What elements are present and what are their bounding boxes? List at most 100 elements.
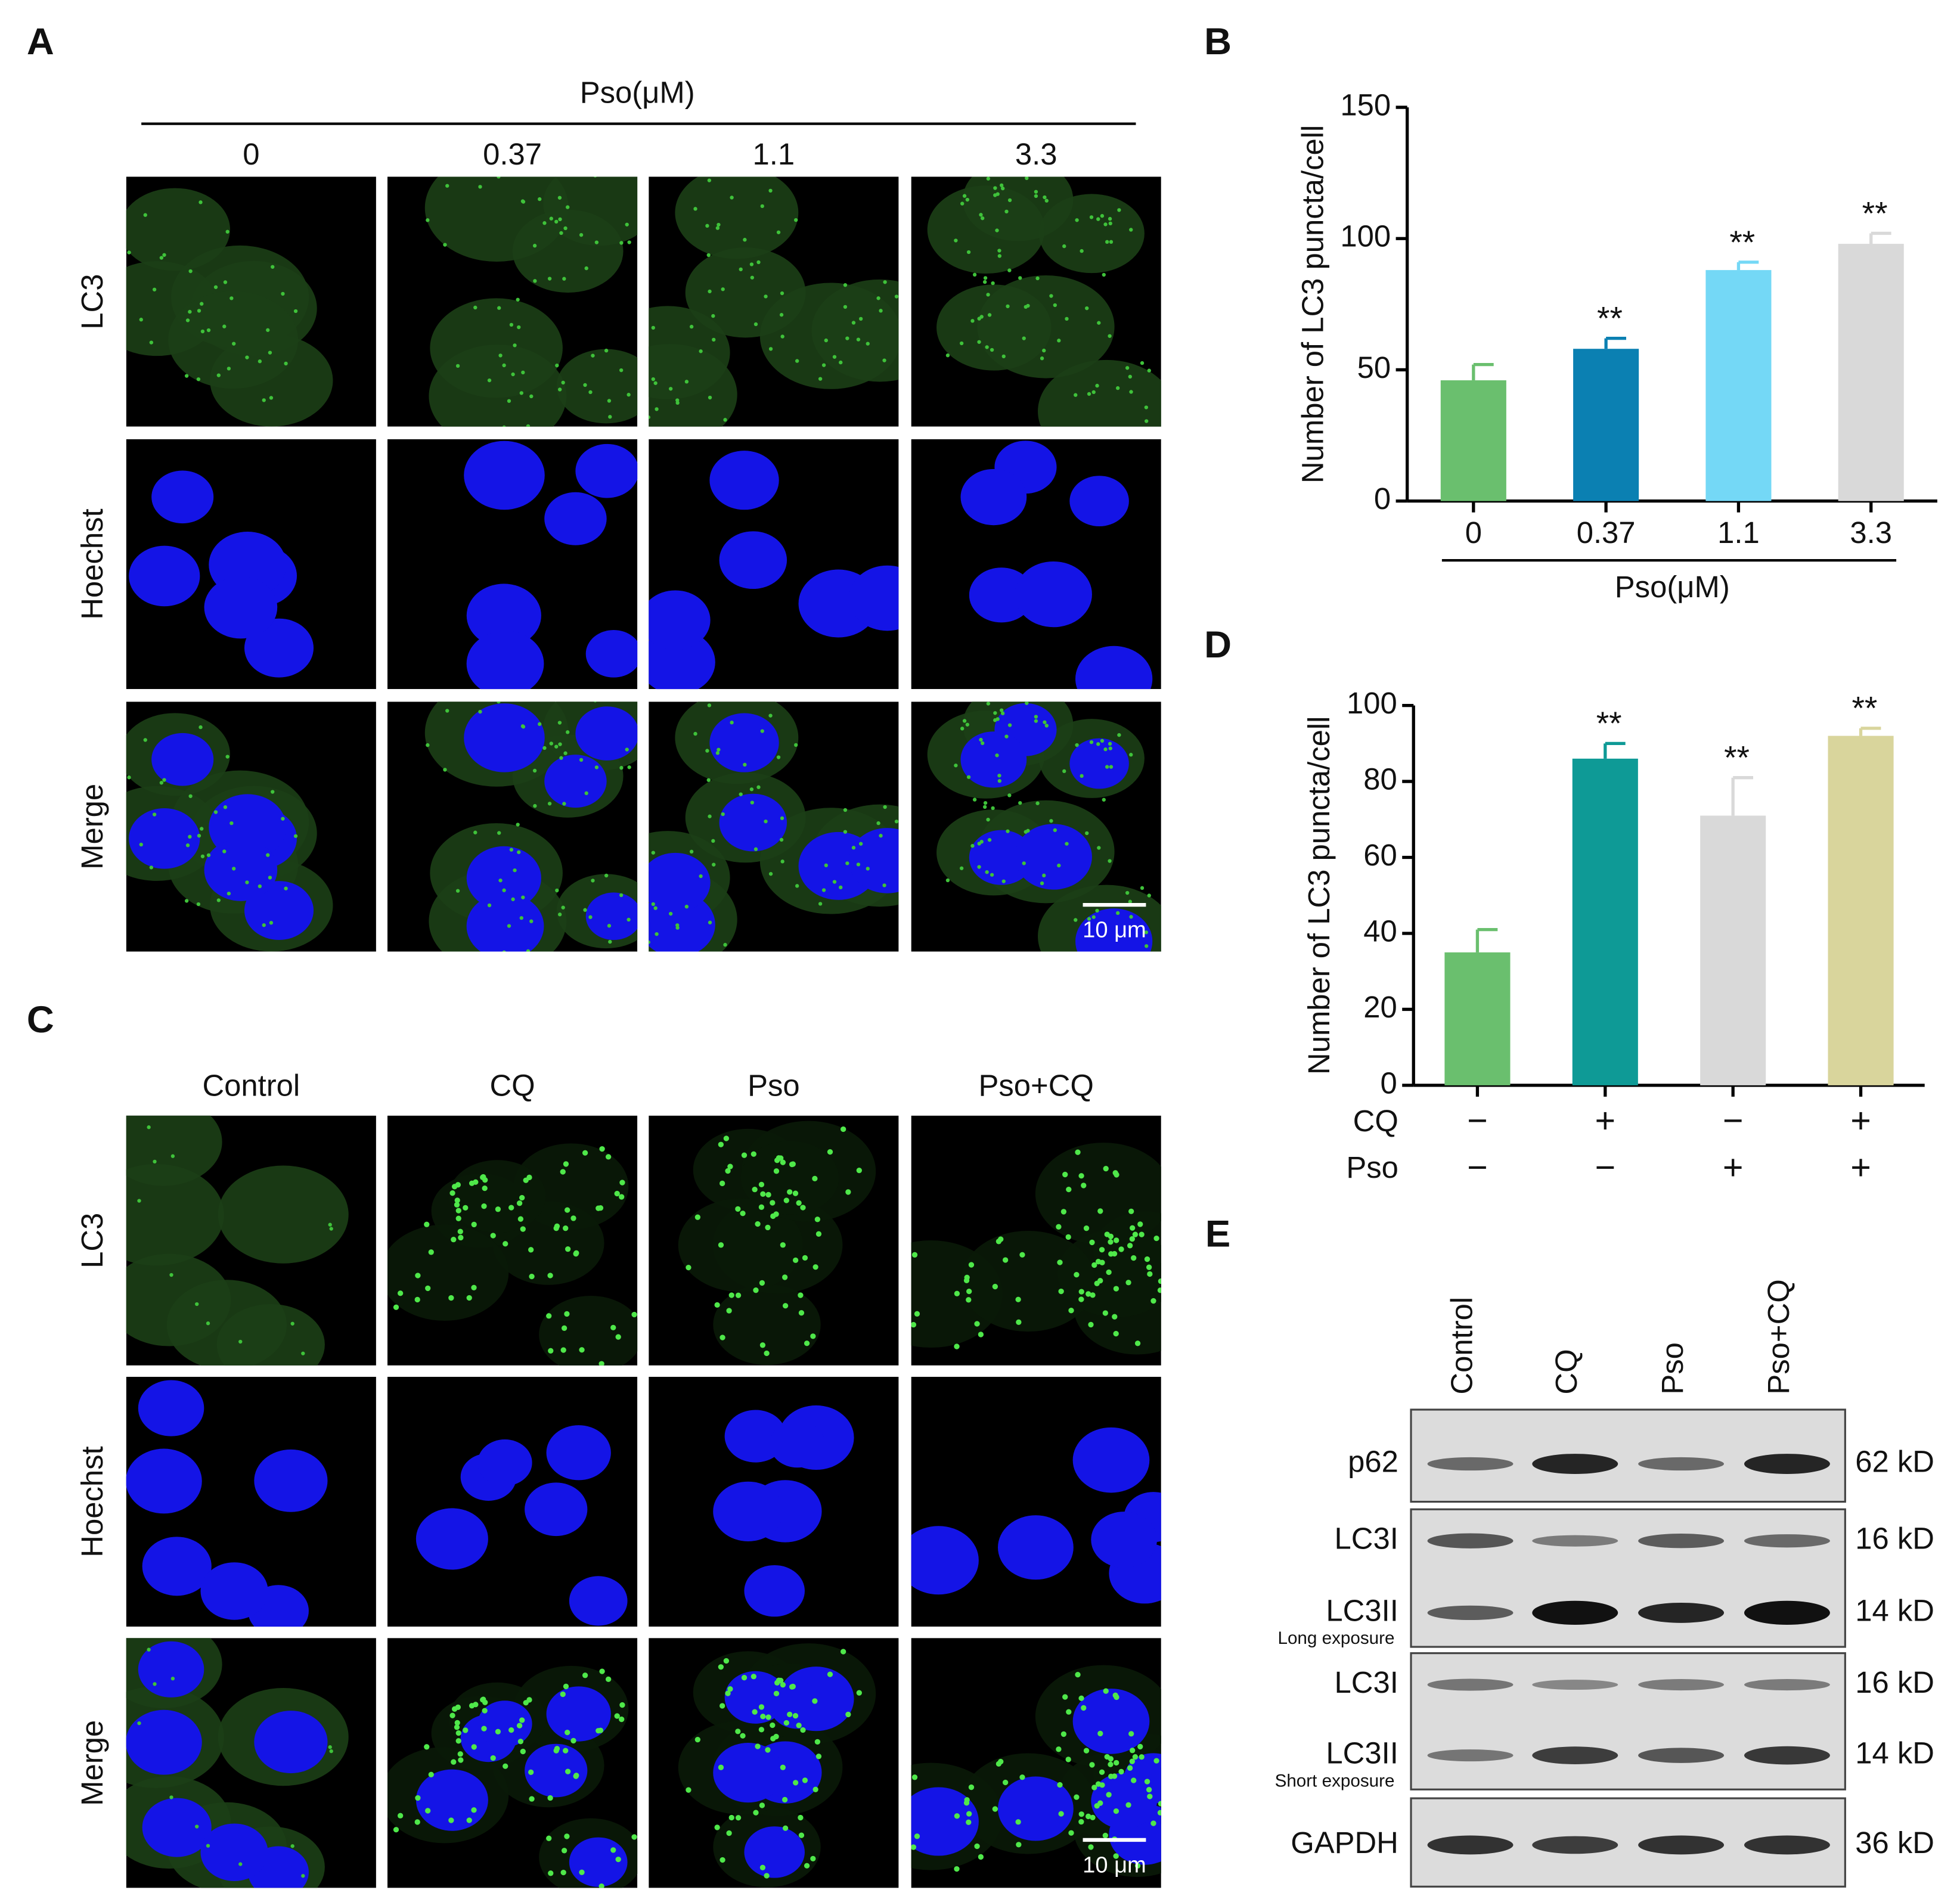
puncta	[554, 744, 559, 749]
puncta	[792, 1780, 799, 1786]
puncta	[768, 188, 773, 193]
protein-label: GAPDH	[1291, 1826, 1398, 1860]
puncta	[711, 839, 715, 843]
puncta	[513, 343, 517, 347]
puncta	[1147, 893, 1151, 898]
puncta	[770, 1722, 776, 1728]
puncta	[723, 1135, 730, 1141]
puncta	[1056, 1746, 1062, 1752]
puncta	[749, 262, 754, 266]
cytoplasm	[166, 1280, 287, 1366]
puncta	[533, 279, 537, 283]
puncta	[1102, 272, 1106, 277]
nucleus	[1075, 646, 1153, 690]
puncta	[185, 843, 190, 848]
puncta	[1192, 1250, 1197, 1255]
puncta	[1066, 1709, 1072, 1715]
micrograph	[911, 176, 1161, 427]
significance: **	[1862, 194, 1888, 231]
puncta	[455, 1730, 461, 1736]
puncta	[760, 1714, 766, 1720]
puncta	[1100, 214, 1105, 218]
puncta	[974, 1321, 980, 1327]
puncta	[1132, 1231, 1139, 1237]
puncta	[675, 398, 680, 402]
puncta	[111, 832, 114, 836]
puncta	[693, 731, 697, 736]
cytoplasm	[678, 1198, 803, 1292]
nucleus	[477, 1700, 532, 1748]
bar	[1700, 815, 1766, 1085]
puncta	[482, 1185, 488, 1191]
puncta	[170, 1154, 175, 1158]
puncta	[765, 1747, 771, 1753]
puncta	[517, 1216, 524, 1222]
puncta	[962, 719, 967, 723]
puncta	[528, 1247, 534, 1253]
puncta	[1132, 1754, 1139, 1760]
puncta	[508, 1205, 514, 1211]
puncta	[723, 418, 727, 422]
puncta	[445, 184, 449, 188]
scale-bar-label: 10 μm	[1083, 918, 1146, 943]
puncta	[760, 1191, 766, 1197]
cytoplasm	[218, 1165, 349, 1264]
puncta	[262, 398, 266, 402]
micrograph	[911, 1376, 1161, 1627]
nucleus	[1072, 1689, 1150, 1754]
puncta	[1095, 383, 1099, 388]
puncta	[1091, 1785, 1097, 1790]
puncta	[1113, 1286, 1119, 1292]
puncta	[740, 1211, 746, 1217]
puncta	[1008, 696, 1012, 699]
puncta	[619, 766, 624, 770]
puncta	[814, 1739, 821, 1745]
puncta	[258, 359, 262, 364]
puncta	[414, 1819, 420, 1825]
puncta	[735, 1206, 741, 1212]
lane-label: CQ	[1549, 1349, 1583, 1394]
puncta	[981, 741, 985, 746]
puncta	[579, 1869, 585, 1875]
micrograph	[126, 1376, 376, 1627]
puncta	[1053, 828, 1057, 832]
puncta	[1097, 321, 1101, 325]
puncta	[159, 781, 164, 785]
puncta	[206, 853, 211, 857]
puncta	[1007, 268, 1012, 272]
puncta	[507, 399, 511, 403]
puncta	[188, 269, 193, 274]
puncta	[735, 1815, 742, 1821]
puncta	[995, 1761, 1002, 1767]
puncta	[570, 1215, 576, 1221]
puncta	[1026, 303, 1030, 308]
micrograph	[126, 439, 376, 690]
puncta	[798, 1292, 804, 1298]
nucleus	[709, 451, 779, 510]
puncta	[758, 1204, 765, 1210]
puncta	[843, 830, 848, 834]
size-label: 14 kD	[1855, 1736, 1934, 1770]
cytoplasm	[387, 1224, 509, 1321]
puncta	[1097, 1730, 1103, 1737]
nucleus	[244, 881, 314, 940]
puncta	[1004, 209, 1009, 214]
puncta	[566, 730, 570, 734]
puncta	[1147, 963, 1150, 967]
puncta	[557, 913, 562, 917]
puncta	[741, 1675, 748, 1681]
puncta	[230, 821, 234, 826]
band	[1638, 1748, 1725, 1763]
puncta	[518, 172, 522, 175]
puncta	[196, 377, 201, 381]
puncta	[533, 803, 537, 808]
puncta	[974, 1843, 980, 1849]
row-label: Hoechst	[75, 1446, 109, 1557]
band	[1427, 1605, 1514, 1621]
nucleus	[546, 1686, 611, 1742]
puncta	[1086, 1813, 1091, 1820]
puncta	[463, 1727, 469, 1733]
puncta	[741, 1152, 748, 1158]
puncta	[1075, 218, 1079, 222]
nucleus	[142, 1798, 212, 1857]
